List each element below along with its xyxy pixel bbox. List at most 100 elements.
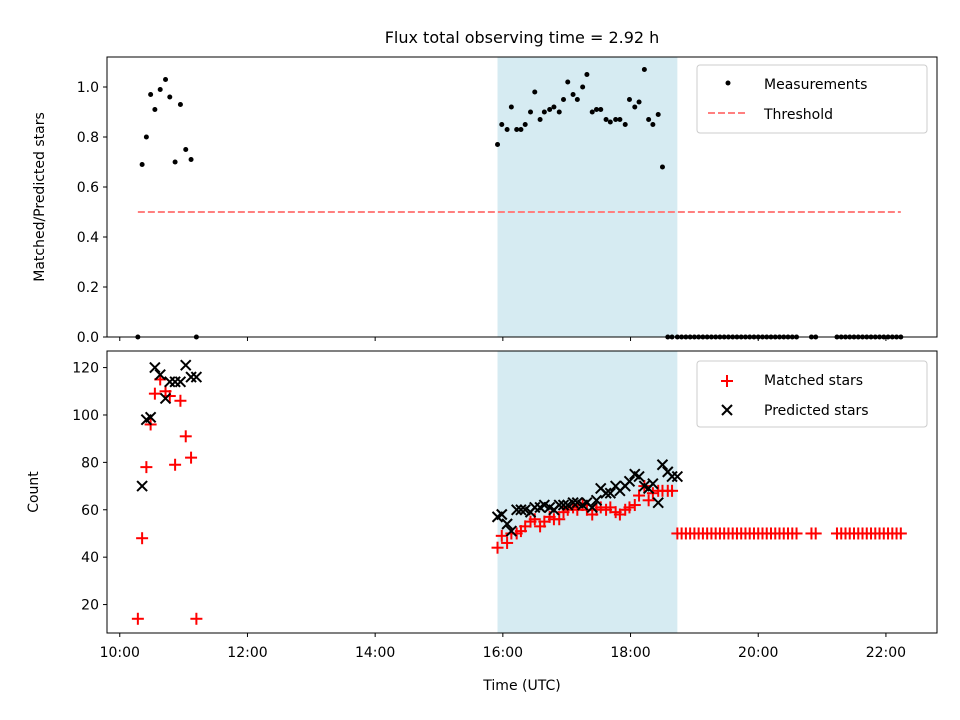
matched-stars-point — [666, 484, 679, 497]
predicted-stars-point — [501, 518, 513, 530]
bottom-legend: Matched stars Predicted stars — [696, 360, 928, 428]
measurement-point — [650, 122, 656, 127]
predicted-stars-point — [174, 376, 187, 388]
measurement-point — [636, 99, 642, 105]
y-tick-label: 40 — [81, 550, 99, 566]
matched-stars-point — [495, 529, 508, 542]
matched-stars-point — [894, 527, 907, 540]
measurement-point — [556, 109, 562, 115]
measurement-point — [532, 89, 538, 95]
matched-stars-point — [169, 458, 182, 471]
measurement-point — [183, 147, 189, 152]
y-tick-label: 60 — [81, 503, 99, 519]
measurement-point — [163, 77, 169, 82]
matched-stars-point — [633, 489, 646, 502]
predicted-stars-point — [510, 504, 523, 516]
matched-stars-point — [628, 499, 641, 512]
predicted-stars-point — [652, 496, 664, 509]
measurement-point — [143, 134, 149, 140]
x-tick-label: 12:00 — [227, 645, 267, 661]
measurement-point — [495, 142, 501, 147]
predicted-stars-point — [190, 371, 203, 383]
predicted-stars-point — [169, 376, 181, 388]
matched-stars-point — [553, 513, 566, 526]
matched-stars-point — [163, 390, 176, 403]
predicted-stars-point — [164, 376, 176, 388]
measurement-point — [541, 109, 547, 115]
legend-measurements-marker — [725, 80, 731, 86]
measurement-point — [528, 109, 534, 115]
measurement-point — [537, 117, 543, 122]
measurement-point — [167, 94, 173, 100]
measurement-point — [622, 122, 628, 127]
measurement-point — [504, 127, 510, 132]
matched-stars-point — [809, 527, 822, 540]
y-tick-label: 0.0 — [77, 330, 99, 346]
x-axis-label: Time (UTC) — [482, 678, 560, 694]
matched-stars-point — [491, 541, 504, 554]
bottom-highlight-span — [497, 351, 678, 633]
y-tick-label: 20 — [81, 598, 99, 614]
measurement-point — [593, 107, 599, 112]
legend-measurements-label: Measurements — [764, 77, 867, 93]
predicted-stars-point — [496, 508, 508, 521]
predicted-stars-point — [567, 496, 579, 509]
predicted-stars-point — [647, 477, 659, 490]
x-tick-label: 16:00 — [483, 645, 523, 661]
measurement-point — [580, 84, 586, 90]
predicted-stars-point — [633, 470, 645, 483]
measurement-point — [561, 97, 566, 102]
matched-stars-point — [131, 612, 144, 625]
matched-stars-point — [190, 612, 203, 625]
measurement-point — [148, 92, 154, 97]
predicted-stars-point — [149, 361, 161, 374]
predicted-stars-point — [600, 487, 612, 499]
matched-stars-point — [623, 501, 636, 514]
y-tick-label: 80 — [81, 455, 99, 471]
x-tick-label: 14:00 — [355, 645, 395, 661]
matched-stars-point — [501, 536, 514, 549]
bottom-y-ticks: 20 40 60 80 100 120 — [72, 361, 107, 614]
predicted-stars-point — [557, 499, 570, 511]
measurement-point — [508, 104, 514, 110]
predicted-stars-point — [553, 499, 565, 511]
measurement-point — [626, 97, 632, 102]
measurement-point — [139, 162, 145, 167]
y-tick-label: 0.2 — [77, 280, 99, 296]
measurement-point — [547, 107, 553, 112]
legend-predicted-label: Predicted stars — [764, 403, 869, 419]
measurement-point — [518, 127, 524, 132]
bottom-axes-frame — [106, 350, 938, 634]
legend-predicted-marker — [721, 404, 733, 416]
measurement-point — [514, 127, 520, 132]
predicted-stars-point — [604, 487, 617, 499]
measurement-point — [152, 107, 158, 112]
bottom-x-ticks: 10:00 12:00 14:00 16:00 18:00 20:00 22:00 — [100, 633, 906, 661]
bottom-panel-marks — [131, 359, 907, 625]
predicted-stars-point — [590, 494, 603, 507]
predicted-stars-point — [154, 368, 166, 381]
matched-stars-point — [790, 527, 803, 540]
measurement-point — [655, 112, 661, 117]
bottom-legend-box — [696, 360, 928, 428]
bottom-panel: 20 40 60 80 100 120 10:00 12:00 14:00 16:00 18:00… — [26, 350, 938, 694]
legend-matched-label: Matched stars — [764, 373, 863, 389]
y-tick-label: 120 — [72, 361, 99, 377]
top-y-label: Matched/Predicted stars — [32, 112, 48, 282]
measurement-point — [598, 107, 604, 112]
x-tick-label: 22:00 — [866, 645, 906, 661]
measurement-point — [565, 79, 571, 85]
matched-stars-point — [140, 461, 153, 474]
measurement-point — [603, 117, 609, 122]
measurement-point — [551, 104, 557, 110]
measurement-point — [172, 159, 178, 165]
measurement-point — [574, 97, 580, 102]
matched-stars-point — [185, 451, 198, 464]
matched-stars-point — [148, 387, 161, 400]
x-tick-label: 18:00 — [610, 645, 650, 661]
measurement-point — [584, 72, 590, 77]
matched-stars-point — [179, 430, 192, 443]
measurement-point — [641, 67, 647, 72]
predicted-stars-point — [144, 411, 157, 424]
measurement-point — [613, 117, 619, 122]
